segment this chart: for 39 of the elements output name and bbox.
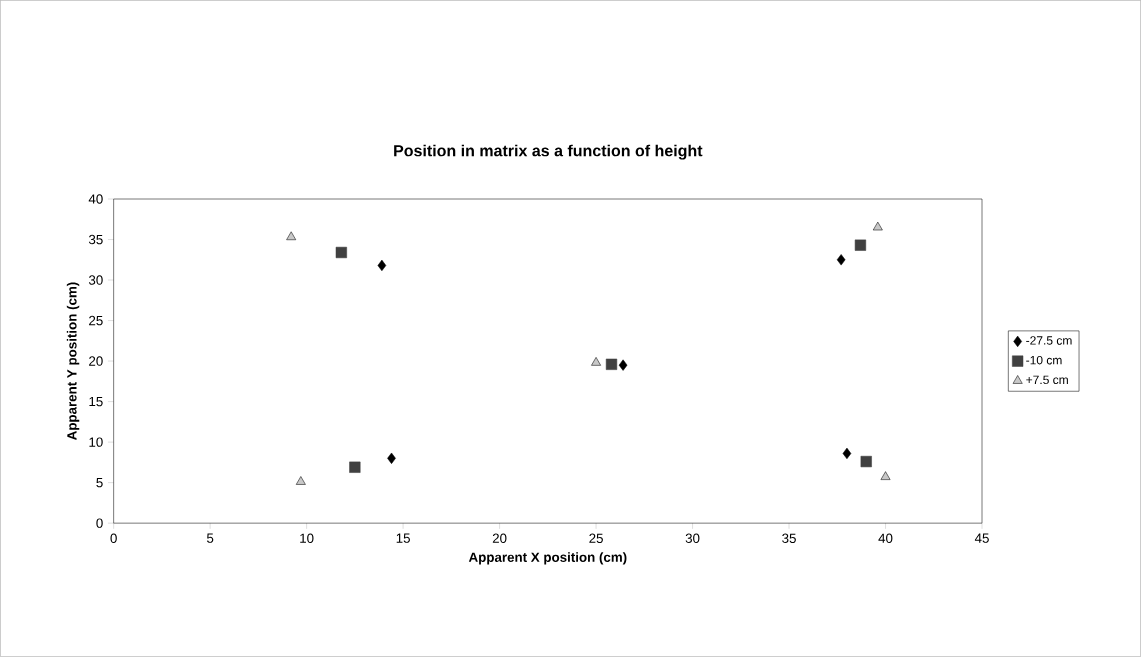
x-axis-title: Apparent X position (cm) <box>468 552 627 565</box>
point <box>335 246 347 259</box>
point <box>860 456 872 468</box>
legend-label: +7.5 cm <box>1026 375 1068 385</box>
point <box>836 254 846 266</box>
point <box>286 231 297 241</box>
legend-label: -10 cm <box>1026 356 1062 365</box>
y-tick-label: 40 <box>88 194 103 204</box>
x-tick-label: 40 <box>878 533 893 544</box>
x-tick-label: 30 <box>685 533 700 544</box>
y-tick-label: 5 <box>96 478 103 488</box>
y-axis-title: Apparent Y position (cm) <box>66 282 80 441</box>
y-tick-label: 0 <box>96 518 103 528</box>
chart-title: Position in matrix as a function of height <box>394 144 703 160</box>
x-tick-label: 0 <box>110 533 117 544</box>
x-tick-label: 20 <box>492 533 507 544</box>
point <box>295 476 306 485</box>
point <box>880 471 891 480</box>
point <box>349 461 361 473</box>
y-tick-label: 30 <box>88 275 103 285</box>
point <box>842 447 852 460</box>
y-tick-label: 35 <box>88 234 103 245</box>
x-tick-label: 25 <box>589 533 603 544</box>
point <box>854 239 867 251</box>
y-tick-label: 10 <box>89 437 103 447</box>
legend-label: -27.5 cm <box>1026 336 1072 345</box>
y-tick-label: 15 <box>89 397 103 407</box>
y-tick-label: 25 <box>89 315 103 326</box>
point <box>377 259 387 272</box>
point <box>618 359 628 371</box>
x-tick-label: 35 <box>782 533 796 544</box>
y-tick-label: 20 <box>89 356 103 366</box>
point <box>591 357 601 366</box>
x-tick-label: 5 <box>206 533 214 543</box>
x-tick-label: 10 <box>300 533 314 544</box>
x-tick-label: 45 <box>974 533 989 543</box>
point <box>872 221 883 231</box>
x-tick-label: 15 <box>396 533 410 543</box>
point <box>605 358 618 371</box>
